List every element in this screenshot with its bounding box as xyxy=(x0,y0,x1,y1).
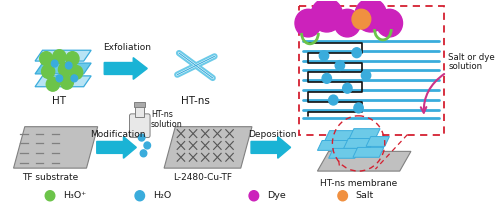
Circle shape xyxy=(53,50,66,64)
Text: Modification: Modification xyxy=(90,130,146,139)
Circle shape xyxy=(322,73,332,83)
Polygon shape xyxy=(325,131,356,141)
Polygon shape xyxy=(328,148,360,158)
Text: H₃O⁺: H₃O⁺ xyxy=(63,191,86,200)
Bar xyxy=(134,102,145,107)
Circle shape xyxy=(46,77,60,91)
Circle shape xyxy=(52,60,58,67)
Circle shape xyxy=(56,75,62,82)
Circle shape xyxy=(355,0,386,32)
Circle shape xyxy=(354,103,364,113)
Polygon shape xyxy=(349,129,380,139)
Circle shape xyxy=(138,134,145,141)
Circle shape xyxy=(338,191,347,201)
Circle shape xyxy=(71,75,78,82)
Circle shape xyxy=(140,150,147,157)
Text: HT-ns membrane: HT-ns membrane xyxy=(320,179,397,188)
Circle shape xyxy=(40,52,53,66)
Circle shape xyxy=(362,71,370,80)
Circle shape xyxy=(58,63,71,76)
Circle shape xyxy=(70,66,82,79)
FancyArrow shape xyxy=(97,137,136,158)
Text: HT-ns
solution: HT-ns solution xyxy=(151,110,182,130)
Circle shape xyxy=(376,9,402,37)
Circle shape xyxy=(144,142,150,149)
Text: Exfoliation: Exfoliation xyxy=(104,43,152,52)
Circle shape xyxy=(320,51,328,61)
Text: solution: solution xyxy=(448,62,482,71)
Circle shape xyxy=(335,61,344,71)
Circle shape xyxy=(66,62,72,69)
Polygon shape xyxy=(318,151,411,171)
Circle shape xyxy=(311,0,342,32)
Text: Salt or dye: Salt or dye xyxy=(448,53,495,62)
Polygon shape xyxy=(35,63,91,74)
Polygon shape xyxy=(366,137,390,146)
Polygon shape xyxy=(35,76,91,87)
Polygon shape xyxy=(35,50,91,61)
Circle shape xyxy=(334,9,360,37)
Text: L-2480-Cu-TF: L-2480-Cu-TF xyxy=(173,173,232,182)
Text: H₂O: H₂O xyxy=(153,191,171,200)
Text: HT: HT xyxy=(52,96,66,106)
Circle shape xyxy=(60,75,74,89)
Circle shape xyxy=(352,9,370,29)
Polygon shape xyxy=(318,141,348,150)
Circle shape xyxy=(295,9,321,37)
Polygon shape xyxy=(353,147,384,157)
Text: Salt: Salt xyxy=(356,191,374,200)
Text: Dye: Dye xyxy=(267,191,285,200)
Polygon shape xyxy=(14,127,98,168)
Text: HT-ns: HT-ns xyxy=(182,96,210,106)
Circle shape xyxy=(135,191,144,201)
Bar xyxy=(135,106,144,117)
Text: TF substrate: TF substrate xyxy=(22,173,78,182)
FancyBboxPatch shape xyxy=(130,114,150,137)
Circle shape xyxy=(45,191,55,201)
Circle shape xyxy=(352,48,362,58)
Text: Deposition: Deposition xyxy=(248,130,297,139)
FancyBboxPatch shape xyxy=(298,6,444,135)
Circle shape xyxy=(66,52,79,66)
FancyArrow shape xyxy=(104,58,148,79)
Polygon shape xyxy=(344,139,374,148)
Circle shape xyxy=(249,191,258,201)
Circle shape xyxy=(342,83,352,93)
Circle shape xyxy=(328,95,338,105)
Polygon shape xyxy=(164,127,252,168)
FancyArrow shape xyxy=(251,137,290,158)
Circle shape xyxy=(42,64,54,78)
